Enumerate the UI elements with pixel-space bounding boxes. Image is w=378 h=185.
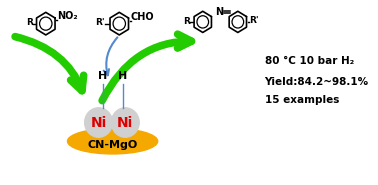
Text: CN-MgO: CN-MgO: [87, 140, 138, 150]
Text: Yield:84.2~98.1%: Yield:84.2~98.1%: [265, 77, 369, 87]
Text: N: N: [215, 7, 223, 17]
Text: H: H: [98, 71, 107, 81]
Circle shape: [111, 108, 139, 137]
Text: H: H: [118, 71, 127, 81]
Text: 15 examples: 15 examples: [265, 95, 339, 105]
Text: R': R': [249, 16, 259, 25]
Text: R: R: [183, 17, 190, 26]
Text: Ni: Ni: [90, 115, 107, 130]
Text: Ni: Ni: [117, 115, 133, 130]
Circle shape: [85, 108, 113, 137]
Text: NO₂: NO₂: [57, 11, 78, 21]
Text: 80 °C 10 bar H₂: 80 °C 10 bar H₂: [265, 56, 354, 66]
Text: CHO: CHO: [131, 12, 155, 22]
Text: R: R: [26, 18, 33, 27]
Text: R': R': [95, 18, 105, 27]
Ellipse shape: [68, 129, 158, 154]
